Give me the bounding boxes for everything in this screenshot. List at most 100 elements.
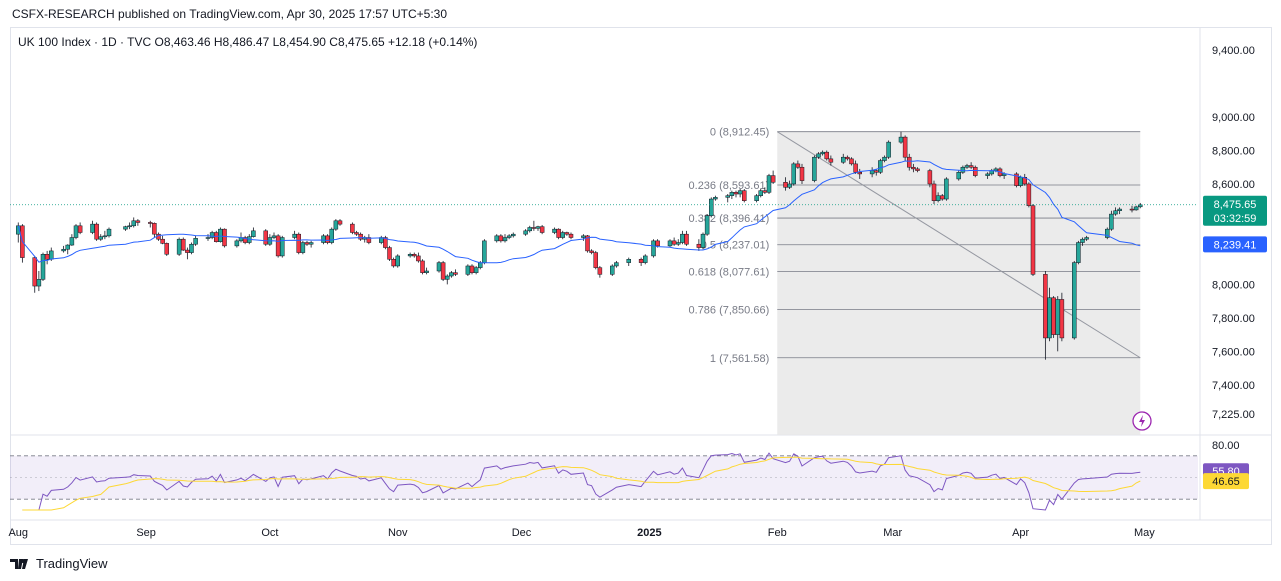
symbol-ohlc-line[interactable]: UK 100 Index · 1D · TVC O8,463.46 H8,486… bbox=[18, 35, 478, 49]
candle-body bbox=[552, 228, 557, 233]
candle-body bbox=[787, 183, 792, 188]
candle-body bbox=[1018, 177, 1023, 186]
candle-body bbox=[44, 254, 50, 260]
rsi-line bbox=[22, 452, 1141, 511]
candle-body bbox=[123, 226, 128, 230]
candle-body bbox=[148, 222, 153, 224]
lightning-glyph bbox=[1139, 415, 1145, 427]
time-axis-label: Sep bbox=[136, 527, 156, 539]
candle-body bbox=[321, 235, 326, 243]
candle-body bbox=[387, 247, 392, 260]
candle-body bbox=[98, 236, 103, 240]
candle-body bbox=[729, 192, 735, 196]
candle-body bbox=[449, 272, 454, 277]
bar-countdown: 03:32:59 bbox=[1214, 213, 1257, 225]
candle-body bbox=[69, 237, 75, 246]
candle-body bbox=[898, 136, 904, 143]
candle-body bbox=[391, 259, 396, 267]
candle-body bbox=[985, 173, 990, 176]
candle-body bbox=[568, 233, 574, 238]
candle-body bbox=[960, 166, 966, 173]
candle-body bbox=[436, 262, 442, 272]
candle-body bbox=[416, 255, 421, 262]
candle-body bbox=[713, 197, 718, 200]
candle-body bbox=[407, 254, 413, 257]
candle-body bbox=[886, 141, 891, 158]
candle-body bbox=[783, 182, 788, 188]
candle-body bbox=[944, 178, 949, 200]
last-price-value: 8,475.65 bbox=[1214, 199, 1257, 211]
candle-body bbox=[1072, 262, 1077, 339]
candle-body bbox=[754, 195, 759, 201]
candle-body bbox=[956, 172, 961, 180]
fibonacci-zone bbox=[777, 131, 1141, 435]
candle-body bbox=[1129, 208, 1135, 211]
rsi-ma-value-badge bbox=[1203, 473, 1249, 490]
candle-body bbox=[816, 153, 821, 158]
candle-body bbox=[684, 233, 689, 245]
candle-body bbox=[189, 243, 194, 253]
candle-body bbox=[366, 237, 372, 243]
candle-body bbox=[482, 240, 487, 263]
time-axis-label: Nov bbox=[388, 527, 408, 539]
candle-body bbox=[275, 235, 281, 257]
candle-body bbox=[506, 235, 512, 238]
candle-body bbox=[1030, 205, 1036, 275]
candle-body bbox=[655, 240, 660, 247]
candle-body bbox=[106, 228, 112, 237]
candle-body bbox=[1080, 238, 1085, 243]
candle-body bbox=[131, 220, 136, 227]
candle-body bbox=[61, 248, 66, 252]
price-axis-tick: 7,800.00 bbox=[1212, 313, 1255, 325]
candle-body bbox=[222, 228, 227, 247]
fib-level-label: 0.236 (8,593.61) bbox=[689, 180, 770, 192]
candle-body bbox=[498, 235, 504, 242]
candle-body bbox=[762, 190, 768, 193]
time-axis-label: Oct bbox=[261, 527, 278, 539]
tradingview-label: TradingView bbox=[36, 556, 108, 571]
candle-body bbox=[964, 165, 970, 168]
candle-body bbox=[795, 163, 801, 168]
tradingview-logo-icon bbox=[10, 557, 32, 571]
candle-body bbox=[1133, 206, 1139, 211]
candle-body bbox=[841, 156, 846, 163]
candle-body bbox=[160, 238, 165, 244]
candle-body bbox=[218, 228, 223, 242]
candle-body bbox=[1113, 210, 1118, 215]
candle-body bbox=[531, 227, 537, 229]
candle-body bbox=[164, 243, 169, 255]
candle-body bbox=[874, 170, 879, 173]
candle-body bbox=[940, 195, 945, 200]
candle-body bbox=[296, 233, 301, 253]
candle-body bbox=[1043, 274, 1048, 339]
candle-body bbox=[857, 172, 862, 175]
candle-body bbox=[465, 265, 471, 275]
candle-body bbox=[395, 255, 400, 267]
price-axis-tick: 9,000.00 bbox=[1212, 112, 1255, 124]
candle-body bbox=[593, 252, 598, 268]
tradingview-brand[interactable]: TradingView bbox=[10, 556, 108, 571]
fib-level-label: 0.618 (8,077.61) bbox=[689, 266, 770, 278]
candle-body bbox=[511, 233, 516, 237]
candle-body bbox=[907, 156, 912, 168]
candle-body bbox=[185, 249, 190, 253]
candle-body bbox=[564, 232, 570, 235]
candle-body bbox=[494, 235, 499, 242]
candle-body bbox=[676, 242, 681, 245]
candle-body bbox=[424, 270, 429, 273]
candle-body bbox=[539, 226, 545, 233]
candle-body bbox=[700, 233, 706, 248]
time-axis-label: Mar bbox=[883, 527, 902, 539]
candle-body bbox=[263, 230, 268, 245]
candle-body bbox=[333, 220, 339, 230]
candle-body bbox=[770, 175, 776, 183]
candle-body bbox=[453, 272, 458, 275]
candle-body bbox=[878, 160, 883, 173]
chart-frame bbox=[10, 27, 1272, 545]
fib-level-label: 1 (7,561.58) bbox=[710, 353, 769, 365]
candle-body bbox=[1084, 237, 1089, 240]
time-axis-label: Aug bbox=[8, 527, 28, 539]
candle-body bbox=[181, 238, 186, 251]
candle-body bbox=[902, 136, 908, 158]
